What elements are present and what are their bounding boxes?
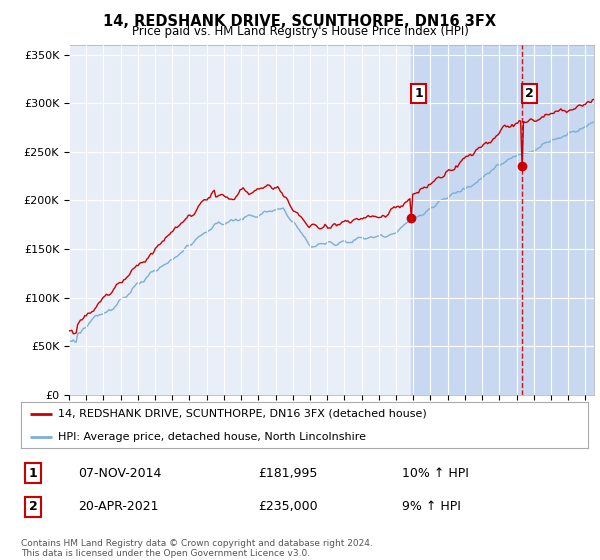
Text: 10% ↑ HPI: 10% ↑ HPI: [402, 466, 469, 480]
Text: £181,995: £181,995: [258, 466, 317, 480]
Text: 2: 2: [29, 500, 37, 514]
Bar: [410, 45, 594, 395]
Text: Price paid vs. HM Land Registry's House Price Index (HPI): Price paid vs. HM Land Registry's House …: [131, 25, 469, 38]
Text: 1: 1: [29, 466, 37, 480]
Text: £235,000: £235,000: [258, 500, 317, 514]
Text: 1: 1: [414, 87, 423, 100]
Text: 07-NOV-2014: 07-NOV-2014: [78, 466, 161, 480]
Text: 2: 2: [525, 87, 534, 100]
Text: 14, REDSHANK DRIVE, SCUNTHORPE, DN16 3FX (detached house): 14, REDSHANK DRIVE, SCUNTHORPE, DN16 3FX…: [58, 409, 427, 418]
Text: 9% ↑ HPI: 9% ↑ HPI: [402, 500, 461, 514]
Text: 14, REDSHANK DRIVE, SCUNTHORPE, DN16 3FX: 14, REDSHANK DRIVE, SCUNTHORPE, DN16 3FX: [103, 14, 497, 29]
Text: Contains HM Land Registry data © Crown copyright and database right 2024.
This d: Contains HM Land Registry data © Crown c…: [21, 539, 373, 558]
Text: HPI: Average price, detached house, North Lincolnshire: HPI: Average price, detached house, Nort…: [58, 432, 366, 441]
Text: 20-APR-2021: 20-APR-2021: [78, 500, 158, 514]
